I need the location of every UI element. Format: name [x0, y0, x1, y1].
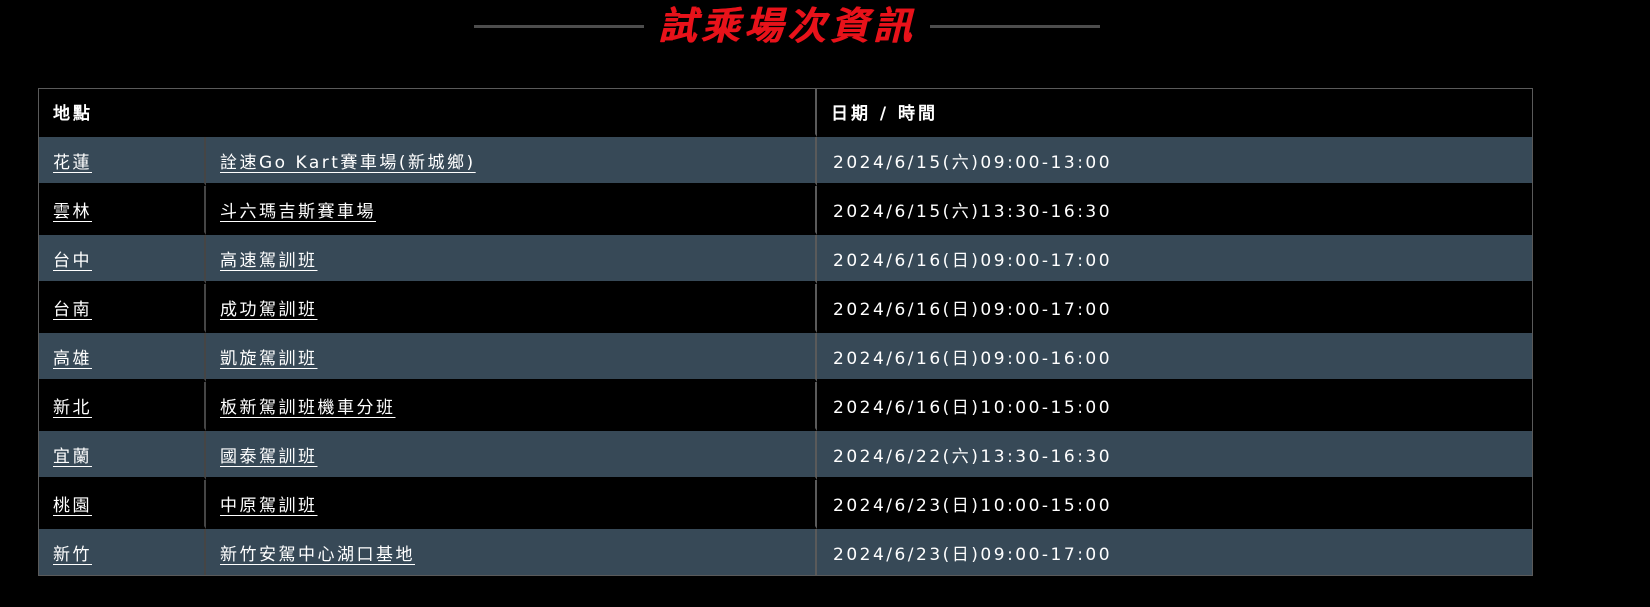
- session-datetime: 2024/6/23(日)09:00-17:00: [817, 529, 1532, 575]
- session-datetime: 2024/6/16(日)10:00-15:00: [817, 382, 1532, 431]
- city-link[interactable]: 新竹: [53, 544, 92, 565]
- city-link[interactable]: 高雄: [53, 348, 92, 369]
- table-row: 花蓮 詮速Go Kart賽車場(新城鄉) 2024/6/15(六)09:00-1…: [39, 137, 1532, 186]
- city-link[interactable]: 宜蘭: [53, 446, 92, 467]
- session-table-head: 地點 日期 / 時間: [39, 89, 1532, 137]
- table-row: 宜蘭 國泰駕訓班 2024/6/22(六)13:30-16:30: [39, 431, 1532, 480]
- session-datetime: 2024/6/23(日)10:00-15:00: [817, 480, 1532, 529]
- city-link[interactable]: 花蓮: [53, 152, 92, 173]
- session-datetime: 2024/6/16(日)09:00-17:00: [817, 235, 1532, 284]
- table-row: 台中 高速駕訓班 2024/6/16(日)09:00-17:00: [39, 235, 1532, 284]
- session-table-body: 花蓮 詮速Go Kart賽車場(新城鄉) 2024/6/15(六)09:00-1…: [39, 137, 1532, 575]
- venue-link[interactable]: 板新駕訓班機車分班: [220, 397, 396, 418]
- city-link[interactable]: 雲林: [53, 201, 92, 222]
- section-title-row: 試乘場次資訊: [0, 4, 1612, 48]
- session-table: 地點 日期 / 時間 花蓮 詮速Go Kart賽車場(新城鄉) 2024/6/1…: [38, 88, 1533, 576]
- table-row: 新竹 新竹安駕中心湖口基地 2024/6/23(日)09:00-17:00: [39, 529, 1532, 575]
- venue-link[interactable]: 國泰駕訓班: [220, 446, 318, 467]
- session-datetime: 2024/6/15(六)09:00-13:00: [817, 137, 1532, 186]
- table-row: 台南 成功駕訓班 2024/6/16(日)09:00-17:00: [39, 284, 1532, 333]
- city-link[interactable]: 新北: [53, 397, 92, 418]
- venue-link[interactable]: 詮速Go Kart賽車場(新城鄉): [220, 152, 476, 173]
- session-datetime: 2024/6/22(六)13:30-16:30: [817, 431, 1532, 480]
- col-header-location: 地點: [39, 89, 817, 137]
- table-row: 新北 板新駕訓班機車分班 2024/6/16(日)10:00-15:00: [39, 382, 1532, 431]
- col-header-datetime: 日期 / 時間: [817, 89, 1532, 137]
- page-title: 試乘場次資訊: [657, 4, 916, 48]
- city-link[interactable]: 桃園: [53, 495, 92, 516]
- venue-link[interactable]: 凱旋駕訓班: [220, 348, 318, 369]
- venue-link[interactable]: 新竹安駕中心湖口基地: [220, 544, 415, 565]
- venue-link[interactable]: 成功駕訓班: [220, 299, 318, 320]
- session-datetime: 2024/6/15(六)13:30-16:30: [817, 186, 1532, 235]
- session-datetime: 2024/6/16(日)09:00-17:00: [817, 284, 1532, 333]
- city-link[interactable]: 台南: [53, 299, 92, 320]
- session-datetime: 2024/6/16(日)09:00-16:00: [817, 333, 1532, 382]
- venue-link[interactable]: 中原駕訓班: [220, 495, 318, 516]
- venue-link[interactable]: 斗六瑪吉斯賽車場: [220, 201, 376, 222]
- header-row: 地點 日期 / 時間: [39, 89, 1532, 137]
- city-link[interactable]: 台中: [53, 250, 92, 271]
- table-row: 桃園 中原駕訓班 2024/6/23(日)10:00-15:00: [39, 480, 1532, 529]
- venue-link[interactable]: 高速駕訓班: [220, 250, 318, 271]
- table-row: 高雄 凱旋駕訓班 2024/6/16(日)09:00-16:00: [39, 333, 1532, 382]
- title-divider-right: [930, 25, 1100, 29]
- table-row: 雲林 斗六瑪吉斯賽車場 2024/6/15(六)13:30-16:30: [39, 186, 1532, 235]
- title-divider-left: [473, 25, 644, 29]
